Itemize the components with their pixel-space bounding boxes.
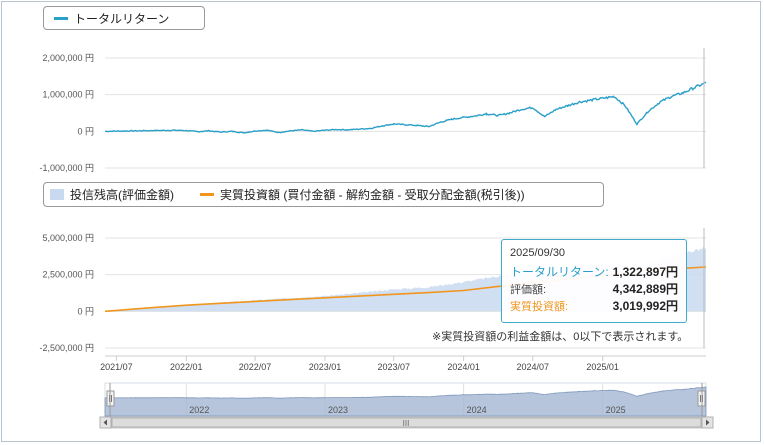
x-tick-label: 2024/01 bbox=[447, 362, 480, 372]
x-axis: 2021/07 2022/01 2022/07 2023/01 2023/07 2024/… bbox=[100, 355, 706, 372]
arrow-right-icon bbox=[706, 419, 710, 426]
legend-item-invested[interactable]: 実質投資額 (買付金額 - 解約金額 - 受取分配金額(税引後)) bbox=[200, 186, 525, 203]
navigator-year-label: 2023 bbox=[328, 405, 348, 415]
legend-label: 実質投資額 (買付金額 - 解約金額 - 受取分配金額(税引後)) bbox=[220, 188, 525, 202]
bottom-y-tick-label: 2,500,000 円 bbox=[42, 270, 94, 280]
x-tick-label: 2025/01 bbox=[586, 362, 619, 372]
tooltip-value: 3,019,992円 bbox=[612, 299, 678, 313]
bottom-y-tick-label: 5,000,000 円 bbox=[42, 233, 94, 243]
tooltip-row-valuation: 評価額: 4,342,889円 bbox=[510, 280, 678, 297]
bottom-y-tick-label: 0 円 bbox=[77, 306, 94, 316]
navigator-area[interactable] bbox=[104, 386, 707, 417]
x-tick-label: 2022/01 bbox=[170, 362, 203, 372]
scrollbar-thumb[interactable] bbox=[111, 417, 702, 428]
top-chart-grid bbox=[105, 57, 706, 169]
legend-label: 投信残高(評価金額) bbox=[70, 188, 174, 202]
valuation-swatch bbox=[50, 189, 64, 200]
scrollbar[interactable]: III bbox=[99, 416, 714, 429]
tooltip-label: トータルリターン: bbox=[510, 265, 609, 279]
x-tick-label: 2022/07 bbox=[239, 362, 272, 372]
navigator-year-label: 2025 bbox=[606, 405, 626, 415]
navigator-year-label: 2024 bbox=[467, 405, 487, 415]
x-tick-label: 2023/01 bbox=[309, 362, 342, 372]
tooltip-row-total-return: トータルリターン: 1,322,897円 bbox=[510, 263, 678, 280]
legend-item-total-return[interactable]: トータルリターン bbox=[54, 10, 169, 27]
bottom-y-tick-label: -2,500,000 円 bbox=[39, 343, 94, 353]
top-chart-legend: トータルリターン bbox=[43, 6, 205, 30]
total-return-line bbox=[105, 81, 707, 134]
tooltip-value: 1,322,897円 bbox=[612, 265, 678, 279]
navigator-year-label: 2022 bbox=[189, 405, 209, 415]
legend-label: トータルリターン bbox=[74, 11, 170, 26]
invested-swatch bbox=[200, 193, 214, 196]
top-y-tick-label: 2,000,000 円 bbox=[42, 53, 94, 63]
top-y-tick-label: -1,000,000 円 bbox=[39, 163, 94, 173]
tooltip-value: 4,342,889円 bbox=[612, 282, 678, 296]
top-y-tick-label: 0 円 bbox=[77, 126, 94, 136]
bottom-chart-legend: 投信残高(評価金額) 実質投資額 (買付金額 - 解約金額 - 受取分配金額(税… bbox=[43, 182, 604, 207]
x-tick-label: 2021/07 bbox=[100, 362, 133, 372]
x-tick-label: 2023/07 bbox=[377, 362, 410, 372]
total-return-swatch bbox=[54, 16, 68, 20]
arrow-left-icon bbox=[103, 419, 107, 426]
chart-tooltip: 2025/09/30 トータルリターン: 1,322,897円 評価額: 4,3… bbox=[501, 239, 687, 323]
tooltip-date: 2025/09/30 bbox=[510, 247, 566, 259]
navigator-year-labels: 2022 2023 2024 2025 bbox=[189, 405, 625, 415]
bottom-chart-y-axis: 5,000,000 円 2,500,000 円 0 円 -2,500,000 円 bbox=[39, 233, 94, 353]
x-tick-label: 2024/07 bbox=[516, 362, 549, 372]
tooltip-row-invested: 実質投資額: 3,019,992円 bbox=[510, 297, 678, 314]
legend-item-valuation[interactable]: 投信残高(評価金額) bbox=[50, 186, 174, 203]
tooltip-label: 実質投資額: bbox=[510, 300, 569, 313]
top-chart-y-axis: 2,000,000 円 1,000,000 円 0 円 -1,000,000 円 bbox=[39, 53, 94, 173]
footnote: ※実質投資額の利益金額は、0以下で表示されます。 bbox=[432, 331, 689, 343]
tooltip-label: 評価額: bbox=[510, 283, 547, 296]
top-y-tick-label: 1,000,000 円 bbox=[42, 90, 94, 100]
scrollbar-grip-icon: III bbox=[403, 419, 410, 428]
